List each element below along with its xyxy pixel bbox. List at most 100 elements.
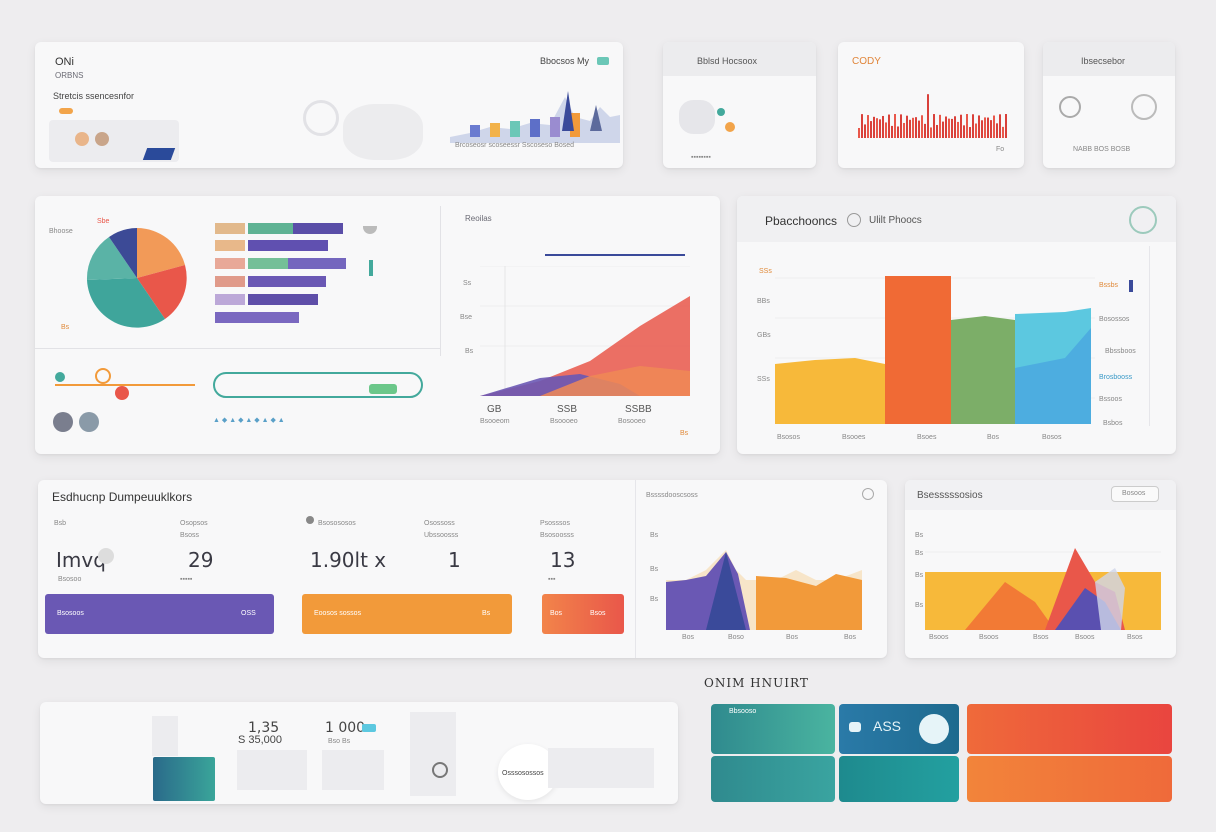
tile-teal-1[interactable]: Bbsooso	[711, 704, 835, 754]
mini-bar	[876, 118, 878, 138]
mini-bar	[954, 116, 956, 138]
flow-icons-row: ▲ ◆ ▲ ◆ ▲ ◆ ▲ ◆ ▲	[213, 417, 285, 424]
hbar-6	[215, 312, 299, 323]
banner-tag: Bbocsos My	[540, 56, 590, 66]
performance-subtitle: Ulilt Phoocs	[869, 215, 922, 226]
mini-bar	[927, 94, 929, 138]
pie-label-left: Bhoose	[49, 228, 73, 235]
legend-3: Bbssboos	[1105, 348, 1136, 355]
mini-bar	[975, 123, 977, 138]
legend-2: Bosossos	[1099, 316, 1130, 323]
bottom-placeholder-1	[152, 716, 178, 756]
mini-bar	[957, 121, 959, 138]
metric-5-sub: Bsosoosss	[540, 532, 574, 539]
performance-chart	[775, 276, 1095, 424]
metrics-x-4: Bos	[844, 634, 857, 641]
performance-camera-icon[interactable]	[847, 213, 861, 227]
mini-bar	[990, 120, 992, 138]
mountain-x-3: Bsos	[1033, 634, 1049, 641]
banner-legend: Brcoseosr scoseessr Sscoseso Bosed	[455, 142, 575, 149]
bottom-chip-label: Osssosossos	[502, 770, 544, 777]
area-trend-line	[545, 254, 685, 256]
metrics-chart-menu-icon[interactable]	[862, 488, 874, 500]
metric-1-label: Bsb	[54, 520, 67, 527]
legend-1: Bssbs	[1099, 282, 1119, 289]
progress-bar-purple-label: Bsosoos	[57, 610, 84, 617]
performance-title: Pbacchooncs	[765, 214, 838, 228]
metrics-title: Esdhucnp Dumpeuuklkors	[52, 490, 193, 504]
mini-bar	[978, 115, 980, 138]
mini-card-2-title: CODY	[852, 56, 881, 67]
mountain-x-2: Bsoos	[979, 634, 999, 641]
mini-bar	[960, 114, 962, 138]
banner-avatar-1	[75, 132, 89, 146]
progress-bar-orange-value: Bs	[482, 610, 491, 617]
mini-bar	[939, 114, 941, 138]
progress-bar-purple[interactable]: Bsosoos OSS	[45, 594, 274, 634]
flow-line	[55, 384, 195, 386]
hbar-5b	[248, 294, 318, 305]
bottom-right-heading: ONIM HNUIRT	[704, 676, 809, 690]
mini-bar	[912, 117, 914, 138]
mountain-y4: Bs	[915, 602, 924, 609]
tile-red[interactable]	[967, 704, 1172, 754]
mountain-x-5: Bsos	[1127, 634, 1143, 641]
mini-card-3-title: Ibsecsebor	[1081, 56, 1126, 66]
mini-bar	[981, 120, 983, 138]
mini-bar	[867, 115, 869, 138]
mini-card-1-header	[663, 42, 816, 76]
performance-panel: Pbacchooncs Ulilt Phoocs SSs BBs GBs SSs…	[737, 196, 1176, 454]
banner-dot-icon	[59, 108, 73, 114]
progress-bar-orange[interactable]: Eoosos sossos Bs	[302, 594, 512, 634]
bottom-teal-tile[interactable]	[153, 757, 215, 801]
metric-1-icon	[98, 548, 114, 564]
progress-bar-red[interactable]: Bos Bsos	[542, 594, 624, 634]
mini-card-2-bar-chart	[858, 94, 1007, 138]
tile-blue-toggle-icon[interactable]	[919, 714, 949, 744]
mini-bar	[993, 115, 995, 138]
stat-1-value: GB	[487, 404, 502, 415]
mini-card-3-ring-icon	[1059, 96, 1081, 118]
progress-bar-orange-label: Eoosos sossos	[314, 610, 362, 617]
tile-orange[interactable]	[967, 756, 1172, 802]
metrics-x-1: Bos	[682, 634, 695, 641]
mini-card-1-title: Bblsd Hocsoox	[697, 56, 758, 66]
bottom-value-c: S 35,000	[238, 734, 283, 746]
hbar-1	[215, 223, 245, 234]
metric-4-sub: Ubssoosss	[424, 532, 459, 539]
hbar-1c	[293, 223, 343, 234]
y-tick-4: SSs	[757, 376, 770, 383]
mini-bar	[942, 121, 944, 138]
bottom-clock-icon	[432, 762, 448, 778]
mountain-y3: Bs	[915, 572, 924, 579]
bottom-card-d	[548, 748, 586, 788]
hbar-5	[215, 294, 245, 305]
metrics-chart-title: Bssssdooscsoss	[646, 492, 698, 499]
mini-bar	[963, 125, 965, 138]
tile-teal-3[interactable]	[839, 756, 959, 802]
mini-card-1-dot-icon	[717, 108, 725, 116]
mini-bar	[879, 119, 881, 138]
mini-bar	[900, 114, 902, 138]
mini-card-3-footer: NABB BOS BOSB	[1073, 146, 1131, 153]
flow-node-1	[95, 368, 111, 384]
bottom-sub-c: Bso Bs	[328, 738, 351, 745]
performance-settings-icon[interactable]	[1129, 206, 1157, 234]
hbar-2	[215, 240, 245, 251]
bottom-value-a: 1,35	[248, 720, 280, 736]
metrics-chart-divider	[635, 480, 636, 658]
tile-teal-2[interactable]	[711, 756, 835, 802]
hbar-3c	[288, 258, 346, 269]
banner-globe-icon	[343, 104, 423, 160]
mini-bar	[987, 117, 989, 138]
mountain-button[interactable]: Bosoos	[1111, 486, 1159, 502]
stat-1-label: Bsooeom	[480, 418, 510, 425]
bottom-card-a	[237, 750, 307, 790]
mini-bar	[897, 126, 899, 138]
flow-avatar-1	[53, 412, 73, 432]
stat-2-value: SSB	[557, 404, 578, 415]
bar-toggle-icon[interactable]	[363, 226, 377, 234]
bottom-strip: 1,35 S 35,000 1 000 Bso Bs Osssosossos	[40, 702, 678, 804]
legend-5: Bssoos	[1099, 396, 1122, 403]
tile-blue[interactable]: ASS	[839, 704, 959, 754]
